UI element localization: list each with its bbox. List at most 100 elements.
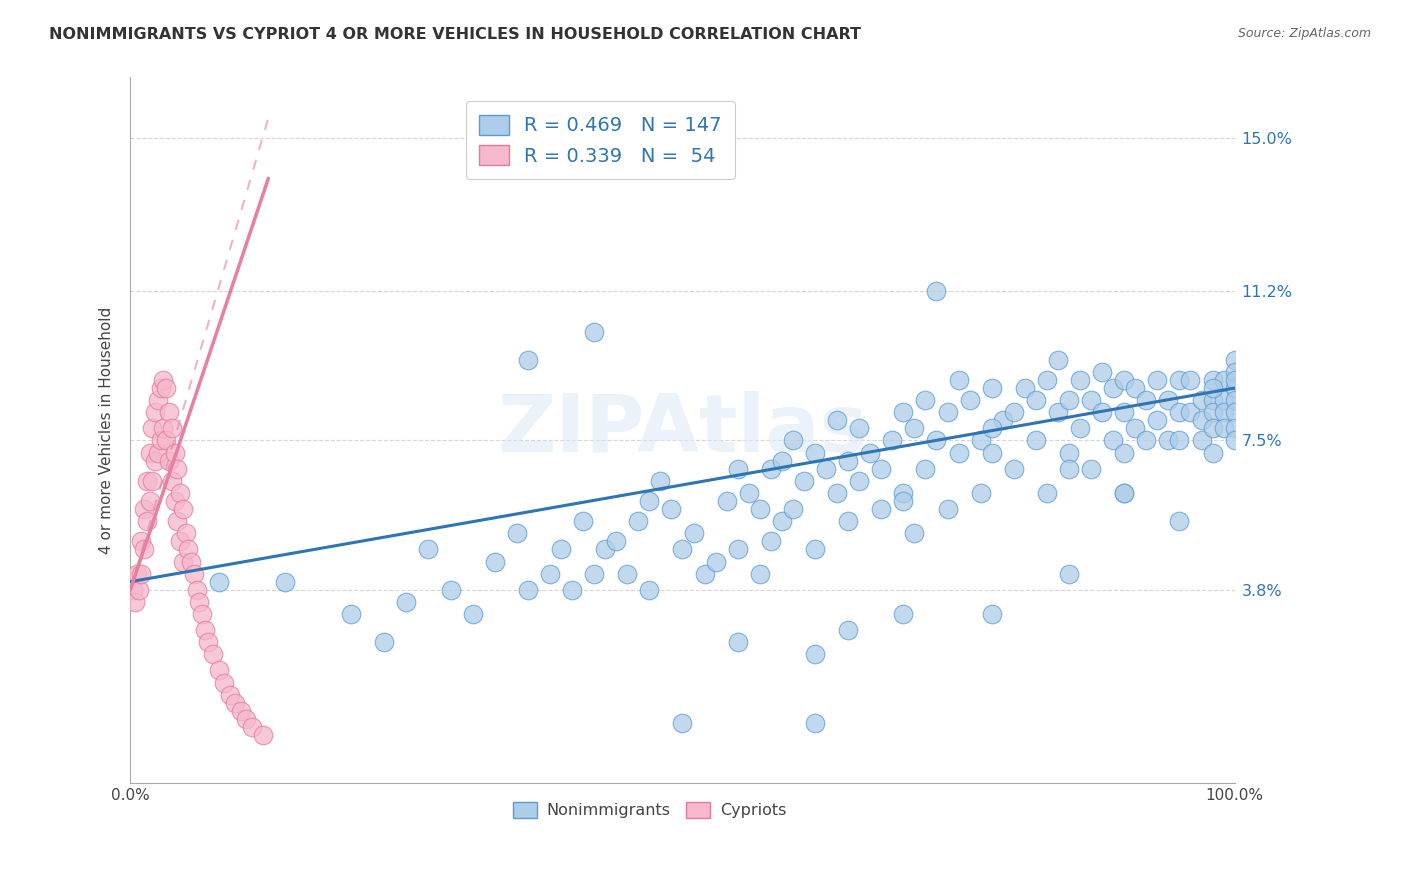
Point [197,635,219,649]
Point [693,566,716,581]
Point [903,526,925,541]
Point [1157,393,1180,408]
Point [1025,393,1047,408]
Point [914,461,936,475]
Point [1146,373,1168,387]
Point [132,502,155,516]
Point [903,421,925,435]
Point [169,486,191,500]
Point [1135,434,1157,448]
Y-axis label: 4 or more Vehicles in Household: 4 or more Vehicles in Household [100,307,114,554]
Point [395,595,418,609]
Point [132,542,155,557]
Point [936,405,959,419]
Point [150,381,173,395]
Point [461,607,484,621]
Point [748,502,770,516]
Point [235,712,257,726]
Point [124,595,146,609]
Point [925,285,948,299]
Point [162,474,184,488]
Point [1223,365,1246,379]
Point [1180,405,1202,419]
Point [1014,381,1036,395]
Legend: Nonimmigrants, Cypriots: Nonimmigrants, Cypriots [506,796,793,825]
Point [1080,461,1102,475]
Point [704,555,727,569]
Point [1201,381,1223,395]
Point [1091,405,1114,419]
Point [980,445,1002,459]
Point [1180,373,1202,387]
Point [738,486,761,500]
Point [194,623,217,637]
Point [146,393,169,408]
Point [121,582,143,597]
Point [1223,434,1246,448]
Point [152,373,174,387]
Point [1201,421,1223,435]
Point [516,352,538,367]
Point [146,445,169,459]
Point [1057,445,1080,459]
Point [815,461,838,475]
Point [240,720,263,734]
Point [174,526,197,541]
Point [661,502,683,516]
Point [418,542,440,557]
Point [980,381,1002,395]
Point [1046,352,1069,367]
Point [837,453,859,467]
Point [172,502,194,516]
Point [252,728,274,742]
Point [727,461,749,475]
Point [141,474,163,488]
Point [561,582,583,597]
Point [186,582,208,597]
Point [1223,421,1246,435]
Point [727,542,749,557]
Point [638,582,661,597]
Point [1046,405,1069,419]
Point [1201,393,1223,408]
Text: Source: ZipAtlas.com: Source: ZipAtlas.com [1237,27,1371,40]
Point [804,445,827,459]
Point [340,607,363,621]
Point [727,635,749,649]
Point [1168,405,1191,419]
Point [891,607,914,621]
Point [152,421,174,435]
Point [793,474,815,488]
Point [139,494,162,508]
Point [1212,421,1234,435]
Point [212,675,235,690]
Point [837,623,859,637]
Point [583,325,606,339]
Point [163,494,186,508]
Point [804,648,827,662]
Text: NONIMMIGRANTS VS CYPRIOT 4 OR MORE VEHICLES IN HOUSEHOLD CORRELATION CHART: NONIMMIGRANTS VS CYPRIOT 4 OR MORE VEHIC… [49,27,862,42]
Point [1191,393,1213,408]
Point [716,494,738,508]
Point [550,542,572,557]
Point [882,434,904,448]
Point [980,421,1002,435]
Point [139,445,162,459]
Point [671,542,693,557]
Point [1168,514,1191,528]
Point [1114,445,1136,459]
Point [1114,405,1136,419]
Point [1036,373,1059,387]
Point [770,514,793,528]
Point [770,453,793,467]
Point [135,514,157,528]
Point [1057,566,1080,581]
Point [150,434,173,448]
Point [229,704,252,718]
Point [682,526,704,541]
Point [202,648,225,662]
Point [859,445,882,459]
Point [1123,421,1146,435]
Point [1002,461,1025,475]
Point [980,607,1002,621]
